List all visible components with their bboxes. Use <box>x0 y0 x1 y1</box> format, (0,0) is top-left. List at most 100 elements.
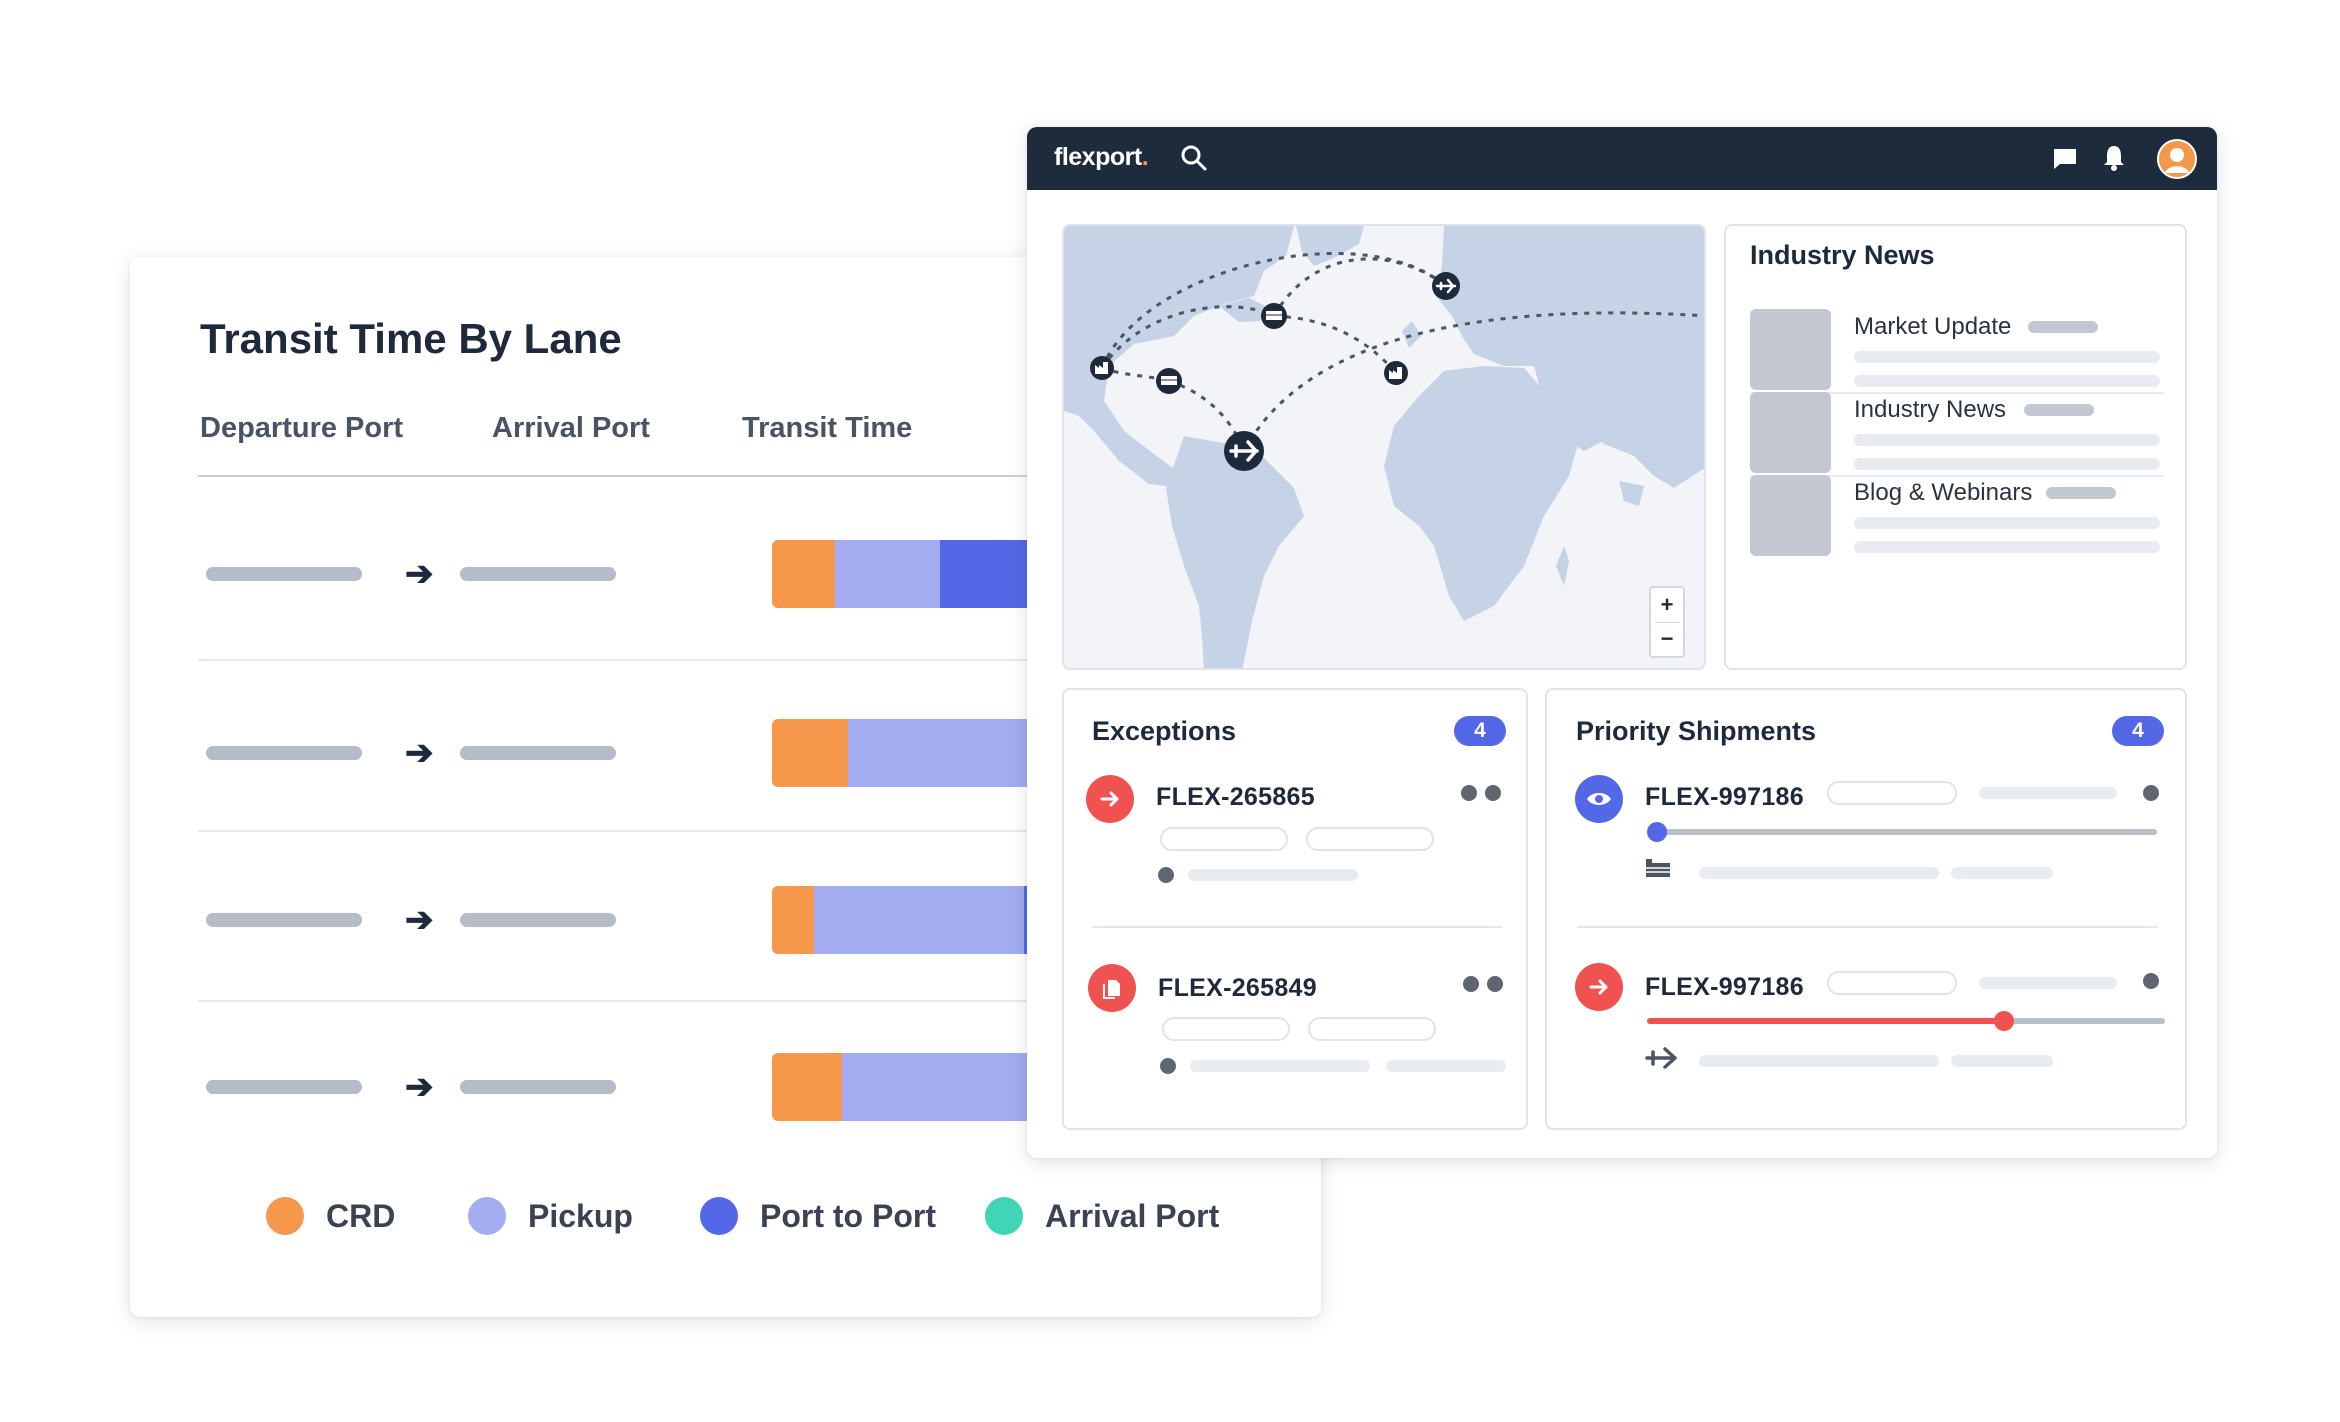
departure-port-placeholder <box>206 567 362 581</box>
exception-row[interactable]: FLEX-265849 <box>1064 964 1526 1114</box>
news-label: Industry News <box>1854 396 2007 423</box>
news-line-placeholder <box>1854 375 2160 387</box>
tag-placeholder <box>1827 781 1957 805</box>
news-line-placeholder <box>1854 351 2160 363</box>
priority-shipment-row[interactable]: FLEX-997186 <box>1547 775 2185 925</box>
news-item-market-update[interactable]: Market Update <box>1750 309 2164 419</box>
detail-placeholder <box>1979 977 2117 989</box>
header-divider <box>198 475 1198 477</box>
tag-placeholder <box>1306 827 1434 851</box>
arrival-port-placeholder <box>460 1080 616 1094</box>
exceptions-panel: Exceptions 4 FLEX-265865 FLEX-265849 <box>1062 688 1528 1130</box>
map-marker-plane-selected[interactable] <box>1224 431 1264 471</box>
row-divider <box>1092 926 1502 928</box>
zoom-in-button[interactable]: + <box>1660 592 1674 617</box>
arrow-right-icon <box>1575 963 1623 1011</box>
tag-placeholder <box>1162 1017 1290 1041</box>
chat-icon[interactable] <box>2052 147 2078 171</box>
arrival-port-placeholder <box>460 746 616 760</box>
row-divider <box>1577 926 2157 928</box>
news-tag-placeholder <box>2046 487 2116 499</box>
detail-placeholder <box>1979 787 2117 799</box>
flexport-logo[interactable]: flexport. <box>1054 143 1149 172</box>
status-dot <box>1461 785 1477 801</box>
status-dot <box>1463 976 1479 992</box>
top-navbar: flexport. <box>1027 127 2217 190</box>
legend-dot <box>700 1197 738 1235</box>
priority-title: Priority Shipments <box>1576 716 1817 746</box>
bar-segment-crd <box>772 1053 842 1121</box>
row-divider <box>198 1000 1198 1002</box>
departure-port-placeholder <box>206 746 362 760</box>
news-item-blog-webinars[interactable]: Blog & Webinars <box>1750 475 2164 585</box>
avatar[interactable] <box>2157 139 2197 179</box>
news-line-placeholder <box>1854 434 2160 446</box>
search-icon[interactable] <box>1180 144 1208 172</box>
map-marker-plane[interactable] <box>1432 272 1460 300</box>
progress-knob[interactable] <box>1994 1011 2015 1031</box>
news-line-placeholder <box>1854 541 2160 553</box>
shipment-id: FLEX-265865 <box>1156 783 1315 811</box>
tag-placeholder <box>1308 1017 1436 1041</box>
news-title: Industry News <box>1750 240 1935 270</box>
news-tag-placeholder <box>2028 321 2098 333</box>
departure-port-placeholder <box>206 913 362 927</box>
detail-placeholder <box>1190 1060 1370 1072</box>
legend-label: Port to Port <box>760 1197 936 1234</box>
legend-crd: CRD <box>266 1197 395 1235</box>
status-dot <box>1158 867 1174 883</box>
status-dot <box>1487 976 1503 992</box>
shipment-map[interactable]: + − <box>1062 224 1706 670</box>
news-tag-placeholder <box>2024 404 2094 416</box>
detail-placeholder <box>1699 867 1939 879</box>
priority-shipments-panel: Priority Shipments 4 FLEX-997186 <box>1545 688 2187 1130</box>
news-thumbnail <box>1750 475 1831 556</box>
map-marker-ship[interactable] <box>1156 368 1182 394</box>
legend-arrival-port: Arrival Port <box>985 1197 1219 1235</box>
detail-placeholder <box>1699 1055 1939 1067</box>
news-divider <box>1750 475 2164 477</box>
legend-pickup: Pickup <box>468 1197 633 1235</box>
detail-placeholder <box>1188 869 1358 881</box>
legend-label: CRD <box>326 1197 396 1234</box>
exception-row[interactable]: FLEX-265865 <box>1064 775 1526 925</box>
status-dot <box>2143 785 2159 801</box>
status-dot <box>1160 1058 1176 1074</box>
bar-segment-pickup <box>848 719 1029 787</box>
bar-segment-crd <box>772 540 835 608</box>
shipment-id: FLEX-997186 <box>1645 783 1804 811</box>
bell-icon[interactable] <box>2102 144 2126 172</box>
bar-segment-pickup <box>814 886 1024 954</box>
arrow-right-icon <box>1086 775 1134 823</box>
map-marker-factory[interactable] <box>1090 356 1114 380</box>
arrow-right-icon: ➔ <box>405 555 434 593</box>
news-thumbnail <box>1750 392 1831 473</box>
zoom-out-button[interactable]: − <box>1660 626 1674 651</box>
news-item-industry-news[interactable]: Industry News <box>1750 392 2164 502</box>
priority-shipment-row[interactable]: FLEX-997186 <box>1547 963 2185 1113</box>
map-marker-factory[interactable] <box>1384 361 1408 385</box>
legend-label: Arrival Port <box>1045 1197 1220 1234</box>
eye-icon <box>1575 775 1623 823</box>
bar-segment-crd <box>772 719 849 787</box>
map-marker-ship[interactable] <box>1261 303 1287 329</box>
news-divider <box>1750 392 2164 394</box>
progress-fill <box>1647 1018 2005 1024</box>
plane-icon <box>1645 1047 1677 1069</box>
column-arrival-port: Arrival Port <box>492 412 650 444</box>
logo-text: flexport <box>1054 143 1142 171</box>
continents <box>1064 226 1704 668</box>
detail-placeholder <box>1951 1055 2053 1067</box>
departure-port-placeholder <box>206 1080 362 1094</box>
status-dot <box>2143 973 2159 989</box>
tag-placeholder <box>1160 827 1288 851</box>
detail-placeholder <box>1951 867 2053 879</box>
exceptions-count-badge: 4 <box>1454 716 1506 746</box>
shipment-id: FLEX-265849 <box>1158 974 1317 1002</box>
priority-count-badge: 4 <box>2112 716 2164 746</box>
column-transit-time: Transit Time <box>742 412 913 444</box>
legend-dot <box>985 1197 1023 1235</box>
bar-segment-pickup <box>835 540 940 608</box>
progress-knob[interactable] <box>1647 822 1667 842</box>
arrival-port-placeholder <box>460 913 616 927</box>
